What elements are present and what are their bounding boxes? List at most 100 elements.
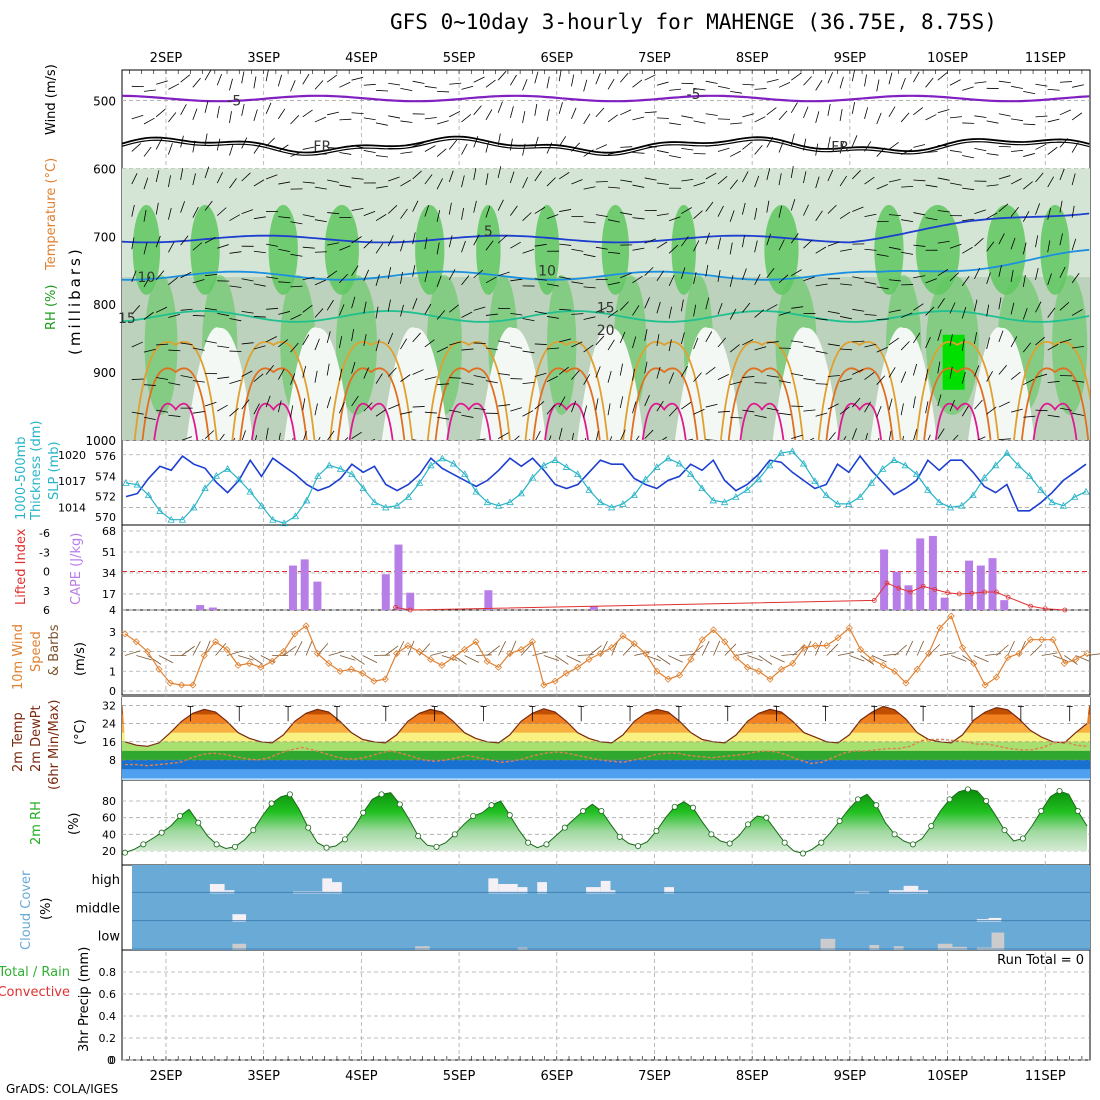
rh2m-marker (158, 829, 165, 836)
wind10-barb (1052, 655, 1069, 662)
wind-barb (241, 209, 254, 214)
wind-barb (790, 166, 794, 179)
wind10-barb (351, 655, 365, 665)
wind-barb (644, 111, 657, 114)
wind-barb (509, 106, 514, 118)
slp-marker (901, 461, 909, 469)
cloud-bar-high (664, 887, 675, 894)
rh2m-marker (305, 824, 312, 831)
wind-barb (937, 109, 950, 114)
wind-barb (375, 122, 388, 126)
wind-barb (351, 207, 364, 211)
panel-precip (121, 949, 1091, 1061)
wind10-marker (427, 655, 435, 664)
wind-barb (155, 270, 165, 281)
cloud-bar-high (537, 882, 547, 894)
wind-barb (509, 138, 513, 151)
wind-barb (143, 146, 152, 157)
wind-barb (363, 150, 376, 154)
wind-barb (974, 148, 987, 152)
wind-barb (864, 74, 867, 87)
wind10-marker (1004, 653, 1012, 662)
wind10-tick-label: 3 (109, 626, 116, 639)
cape-bar (880, 549, 889, 610)
slp-marker (517, 489, 525, 497)
rh2m-marker (983, 798, 990, 805)
slp-marker (223, 464, 232, 472)
wind-barb (766, 168, 771, 181)
cloud-bar-high (332, 882, 342, 894)
slp-marker (415, 479, 424, 486)
wind-barb (498, 271, 510, 277)
slp-marker (969, 491, 977, 499)
rh2m-marker (745, 821, 752, 828)
wind10-marker (891, 667, 899, 675)
contour-label: -5 (687, 87, 701, 103)
wind-barb (986, 371, 993, 382)
wind-barb (241, 172, 251, 182)
wind-barb (1059, 407, 1072, 411)
wind-barb (241, 310, 254, 314)
temp-band (122, 769, 1090, 779)
wind-barb (241, 342, 254, 345)
wind-barb (204, 70, 212, 81)
wind-barb (241, 370, 253, 377)
wind-barb (717, 410, 730, 413)
wind-barb (803, 345, 816, 349)
wind-barb (1022, 242, 1027, 255)
wind-barb (277, 400, 282, 413)
wind-barb (632, 184, 645, 188)
wind-barb (1010, 269, 1014, 282)
wind-barb (680, 332, 685, 345)
slp-axis-label: SLP (mb) (47, 441, 62, 500)
slp-marker (280, 519, 288, 527)
wind-barb (620, 212, 633, 216)
cloud-bar-low (232, 943, 247, 950)
wind-barb (571, 313, 584, 315)
wind10-marker (789, 659, 797, 667)
wind-barb (1072, 84, 1084, 88)
wind-barb (180, 168, 184, 181)
wind-barb (778, 274, 789, 284)
wind-barb (522, 177, 529, 189)
wind-barb (937, 428, 945, 439)
wind-barb (632, 275, 643, 284)
wind-barb (265, 427, 269, 440)
wind-barb (266, 243, 278, 247)
wind-barb (534, 401, 545, 410)
wind10-marker (257, 663, 265, 671)
wind-barb (584, 437, 587, 440)
slp-marker (720, 498, 729, 506)
wind-barb (998, 175, 1011, 180)
wind-barb (656, 81, 669, 86)
wind-barb (1071, 173, 1076, 186)
wind-barb (595, 335, 605, 346)
wind-barb (436, 120, 449, 125)
wind-barb (253, 373, 264, 382)
wind-barb (1010, 207, 1019, 217)
wind-barb (778, 173, 782, 186)
wind-barb (742, 113, 755, 118)
wind10-barb (283, 645, 297, 656)
wind-barb (1047, 118, 1060, 123)
wind-barb (1022, 342, 1032, 353)
wind-barb (192, 140, 196, 153)
wind-barb (876, 147, 886, 157)
wind-barb (668, 216, 681, 222)
slp-marker (314, 472, 322, 479)
wind-barb (974, 365, 980, 377)
wind10-marker (336, 667, 344, 675)
wind-barb (607, 78, 615, 90)
wind-barb (156, 409, 169, 413)
wind-barb (156, 343, 169, 346)
wind-barb (204, 401, 217, 407)
wind-barb (559, 338, 571, 343)
wind-barb (852, 170, 861, 180)
wind-barb (143, 209, 147, 222)
wind-barb (949, 116, 962, 119)
wind-barb (925, 368, 929, 381)
wind-barb (278, 248, 291, 252)
contour-freezing (122, 135, 1090, 154)
wind-barb (888, 367, 896, 378)
cape-tick-label: 34 (102, 567, 116, 580)
